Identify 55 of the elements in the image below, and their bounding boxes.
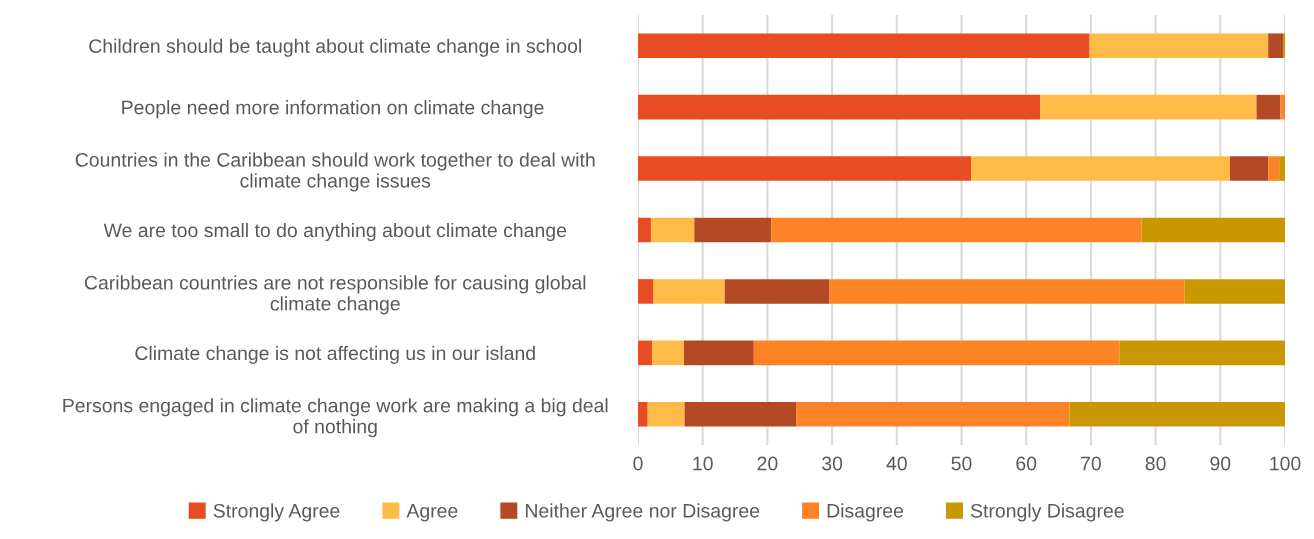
y-tick-label: Persons engaged in climate change work are making a big deal of nothing <box>63 398 608 438</box>
bar <box>724 279 830 304</box>
x-tick-label: 40 <box>886 456 907 471</box>
x-tick-label: 60 <box>1016 456 1037 471</box>
bar <box>796 402 1070 427</box>
x-tick-label: 50 <box>951 456 972 471</box>
bar <box>1230 156 1269 181</box>
bar <box>771 217 1142 243</box>
bar <box>638 217 651 243</box>
legend-label: Strongly Agree <box>213 503 340 522</box>
x-tick-label: 80 <box>1145 456 1166 471</box>
bar <box>1256 94 1281 120</box>
y-tick-label: Climate change is not affecting us in our island <box>135 345 535 364</box>
bar <box>638 279 654 304</box>
bar <box>638 402 648 427</box>
bar <box>684 402 797 427</box>
x-tick-label: 30 <box>822 456 843 471</box>
bar <box>694 217 772 243</box>
bar <box>1280 94 1285 120</box>
x-tick-label: 20 <box>757 456 778 471</box>
y-tick-label: Children should be taught about climate change in school <box>89 38 581 57</box>
bar <box>653 279 725 304</box>
y-tick-label: Countries in the Caribbean should work together to deal with climate change issues <box>75 152 595 192</box>
y-tick-label: Caribbean countries are not responsible for causing global climate change <box>84 275 586 315</box>
legend-label: Neither Agree nor Disagree <box>525 503 760 522</box>
x-tick-label: 100 <box>1270 456 1301 471</box>
bar <box>638 156 972 181</box>
legend-label: Disagree <box>827 503 904 522</box>
x-tick-label: 90 <box>1210 456 1231 471</box>
bar <box>683 340 754 366</box>
y-tick-label: People need more information on climate change <box>122 100 544 119</box>
bar <box>1089 33 1269 58</box>
bar <box>1268 156 1280 181</box>
bar <box>1040 94 1257 120</box>
bar <box>1268 33 1284 58</box>
bar <box>638 33 1090 58</box>
bar <box>638 340 653 366</box>
bar <box>971 156 1230 181</box>
bar <box>1279 156 1285 181</box>
bar <box>650 217 695 243</box>
x-tick-label: 0 <box>633 456 643 471</box>
legend-label: Agree <box>406 504 458 522</box>
bar <box>1119 340 1285 366</box>
x-tick-label: 10 <box>693 456 713 471</box>
bar <box>829 279 1185 304</box>
bar <box>652 340 684 366</box>
bar <box>1069 402 1285 427</box>
bar <box>647 402 685 427</box>
bar <box>1184 279 1285 304</box>
y-tick-label: We are too small to do anything about climate change <box>103 222 567 242</box>
legend-label: Strongly Disagree <box>970 503 1124 522</box>
bar <box>753 340 1120 366</box>
bar <box>638 94 1041 120</box>
bar <box>1141 217 1285 243</box>
x-tick-label: 70 <box>1081 456 1101 471</box>
